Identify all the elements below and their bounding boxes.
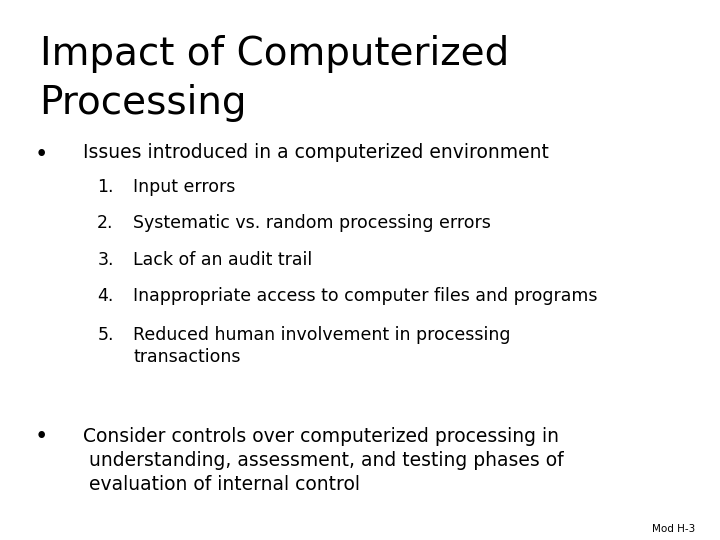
Text: 2.: 2. xyxy=(97,214,114,232)
Text: 5.: 5. xyxy=(97,326,114,343)
Text: Impact of Computerized: Impact of Computerized xyxy=(40,35,509,73)
Text: •: • xyxy=(35,425,48,448)
Text: Consider controls over computerized processing in
 understanding, assessment, an: Consider controls over computerized proc… xyxy=(83,427,564,494)
Text: Reduced human involvement in processing
transactions: Reduced human involvement in processing … xyxy=(133,326,510,366)
Text: Mod H-3: Mod H-3 xyxy=(652,523,695,534)
Text: Issues introduced in a computerized environment: Issues introduced in a computerized envi… xyxy=(83,143,549,162)
Text: 1.: 1. xyxy=(97,178,114,196)
Text: •: • xyxy=(35,143,48,166)
Text: 4.: 4. xyxy=(97,287,114,305)
Text: Processing: Processing xyxy=(40,84,247,122)
Text: Lack of an audit trail: Lack of an audit trail xyxy=(133,251,312,268)
Text: Systematic vs. random processing errors: Systematic vs. random processing errors xyxy=(133,214,491,232)
Text: Input errors: Input errors xyxy=(133,178,235,196)
Text: Inappropriate access to computer files and programs: Inappropriate access to computer files a… xyxy=(133,287,598,305)
Text: 3.: 3. xyxy=(97,251,114,268)
